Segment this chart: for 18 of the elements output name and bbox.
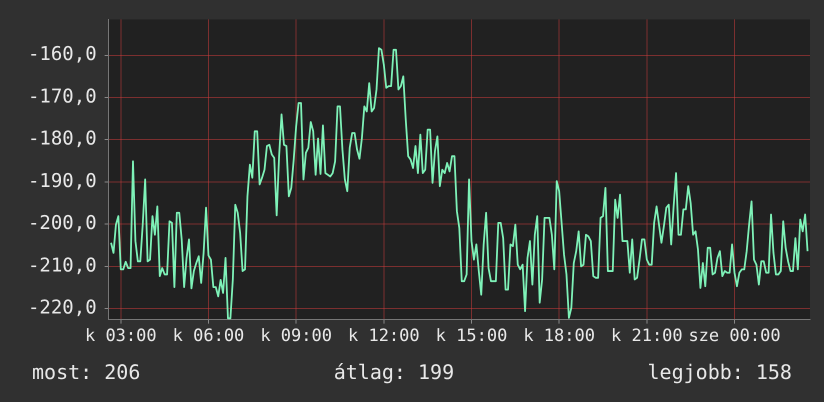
text: átlag: 199 [334,360,454,384]
x-tick-label: k 09:00 [260,326,332,346]
y-tick-label: -160,0 [28,43,97,66]
x-tick-label: k 12:00 [348,326,420,346]
x-tick-label: k 06:00 [172,326,244,346]
y-tick-label: -220,0 [28,296,97,319]
y-tick-label: -170,0 [28,85,97,108]
x-tick-label: k 21:00 [611,326,683,346]
y-tick-label: -190,0 [28,170,97,192]
y-tick-label: -200,0 [28,212,97,234]
x-tick-label: k 15:00 [436,326,508,346]
x-tick-label: sze 00:00 [688,326,781,346]
y-tick-label: -180,0 [28,128,97,150]
text: most: 206 [32,360,140,384]
y-tick-label: -210,0 [28,254,97,276]
text: legjobb: 158 [647,360,792,384]
x-tick-label: k 03:00 [84,326,157,346]
x-tick-label: k 18:00 [523,326,595,346]
